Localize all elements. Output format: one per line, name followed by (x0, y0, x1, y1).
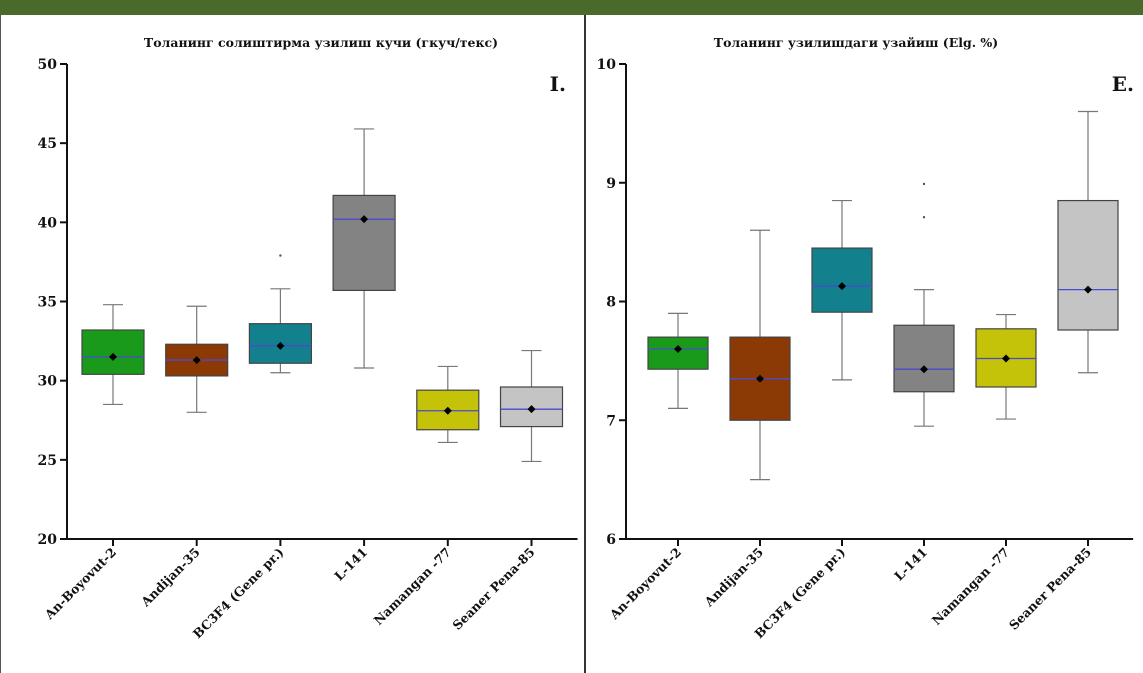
chart-title: Толанинг солиштирма узилиш кучи (гкуч/те… (144, 35, 498, 50)
mean-marker (276, 341, 285, 350)
x-tick-label: Namangan -77 (371, 545, 454, 628)
x-tick-label: Seaner Pena-85 (449, 545, 537, 633)
mean-marker (674, 345, 682, 353)
mean-marker (360, 215, 369, 224)
y-tick-label: 40 (38, 215, 58, 231)
mean-marker (192, 356, 201, 365)
x-tick-label: Seaner Pena-85 (1006, 545, 1094, 633)
y-tick-label: 30 (38, 374, 58, 390)
chart-panel-elongation: Толанинг узилишдаги узайиш (Elg. %) E. 6… (585, 15, 1143, 673)
mean-marker (109, 352, 117, 361)
panel-label: I. (550, 72, 566, 96)
x-tick-label: Andijan-35 (137, 545, 202, 610)
outlier-point (922, 215, 926, 219)
chart-title: Толанинг узилишдаги узайиш (Elg. %) (714, 35, 998, 50)
box (81, 329, 145, 375)
chart-panel-tenacity: Толанинг солиштирма узилиш кучи (гкуч/те… (0, 15, 585, 673)
y-tick-label: 6 (606, 532, 616, 548)
box (1057, 199, 1119, 331)
box (332, 194, 396, 292)
outlier-point (922, 182, 926, 186)
y-tick-label: 20 (38, 532, 58, 548)
x-tick-label: BC3F4 (Gene pr.) (190, 545, 287, 642)
mean-marker (838, 282, 846, 291)
x-tick-label: Namangan -77 (929, 545, 1012, 628)
box-plot-elongation: Толанинг узилишдаги узайиш (Elg. %) E. 6… (597, 35, 1134, 642)
mean-marker (756, 374, 764, 383)
box (893, 324, 955, 393)
y-tick-label: 7 (606, 413, 616, 429)
x-tick-label: BC3F4 (Gene pr.) (751, 545, 848, 642)
x-tick-label: An-Boyovut-2 (606, 545, 684, 623)
x-tick-label: An-Boyovut-2 (41, 545, 119, 623)
x-tick-label: Andijan-35 (701, 545, 766, 610)
y-tick-label: 9 (606, 176, 616, 192)
y-tick-label: 45 (38, 136, 57, 152)
mean-marker (920, 365, 928, 374)
outlier-point (279, 254, 282, 257)
x-tick-label: L-141 (331, 545, 370, 584)
y-tick-label: 8 (606, 295, 616, 311)
y-tick-label: 50 (38, 57, 58, 73)
mean-marker (527, 405, 536, 414)
x-tick-label: L-141 (891, 545, 930, 584)
y-tick-label: 35 (38, 295, 57, 311)
y-tick-label: 25 (38, 453, 57, 469)
box (647, 336, 709, 370)
y-tick-label: 10 (597, 57, 617, 73)
panel-label: E. (1112, 72, 1134, 96)
box-plot-tenacity: Толанинг солиштирма узилиш кучи (гкуч/те… (38, 35, 578, 642)
mean-marker (1084, 285, 1092, 294)
box (811, 247, 873, 313)
mean-marker (443, 406, 452, 415)
mean-marker (1002, 354, 1010, 363)
top-border-bar (0, 0, 1143, 15)
